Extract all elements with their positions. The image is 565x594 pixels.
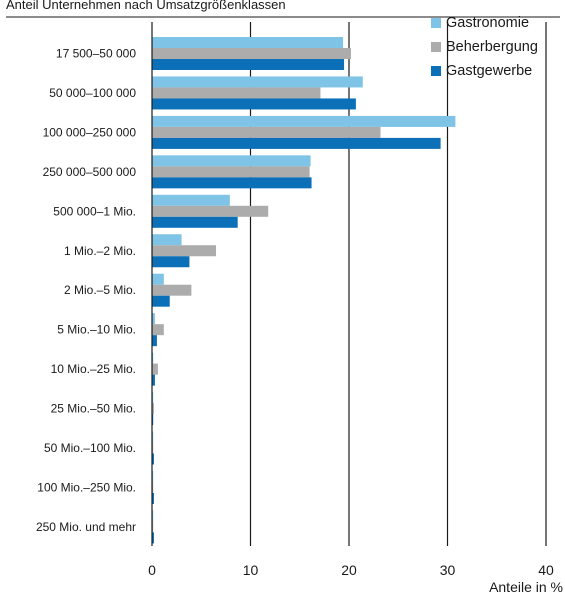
bar-beherbergung-3	[152, 166, 310, 178]
bars	[152, 37, 456, 544]
bar-gastgewerbe-5	[152, 256, 190, 268]
x-tick-label: 40	[538, 562, 554, 578]
x-tick-label: 20	[341, 562, 357, 578]
category-label: 17 500–50 000	[56, 47, 136, 61]
bar-beherbergung-2	[152, 126, 381, 138]
bar-gastgewerbe-6	[152, 295, 170, 307]
bar-gastronomie-9	[152, 392, 154, 404]
legend: Gastronomie Beherbergung Gastgewerbe	[431, 15, 538, 79]
bar-gastronomie-7	[152, 313, 155, 325]
category-label: 100 Mio.–250 Mio.	[37, 480, 136, 494]
bar-beherbergung-4	[152, 205, 269, 217]
x-tick-labels: 0 10 20 30 40	[148, 562, 554, 578]
category-label: 10 Mio.–25 Mio.	[51, 362, 136, 376]
bar-beherbergung-8	[152, 363, 158, 375]
bar-gastgewerbe-9	[152, 414, 154, 426]
bar-beherbergung-10	[152, 442, 154, 454]
bar-beherbergung-6	[152, 284, 192, 296]
bar-gastronomie-11	[152, 470, 154, 482]
bar-gastronomie-8	[152, 352, 154, 364]
category-label: 1 Mio.–2 Mio.	[64, 244, 136, 258]
bar-gastronomie-5	[152, 234, 182, 246]
category-label: 25 Mio.–50 Mio.	[51, 402, 136, 416]
bar-gastronomie-6	[152, 273, 164, 285]
x-axis-title: Anteile in %	[489, 579, 563, 594]
category-label: 500 000–1 Mio.	[53, 204, 136, 218]
x-tick-label: 10	[243, 562, 259, 578]
chart-title: Anteil Unternehmen nach Umsatzgrößenklas…	[6, 0, 286, 12]
legend-swatch-beherbergung	[431, 42, 441, 52]
bar-gastgewerbe-7	[152, 335, 157, 347]
bar-gastgewerbe-10	[152, 453, 154, 465]
bar-beherbergung-12	[152, 521, 154, 533]
category-label: 5 Mio.–10 Mio.	[57, 323, 136, 337]
bar-gastronomie-10	[152, 431, 154, 443]
bar-beherbergung-7	[152, 324, 164, 336]
bar-gastronomie-12	[152, 510, 154, 522]
bar-gastgewerbe-1	[152, 98, 356, 110]
bar-beherbergung-11	[152, 481, 154, 493]
legend-swatch-gastgewerbe	[431, 66, 441, 76]
bar-beherbergung-9	[152, 403, 154, 415]
category-label: 100 000–250 000	[43, 125, 137, 139]
bar-gastronomie-4	[152, 194, 230, 206]
bar-gastgewerbe-3	[152, 177, 312, 189]
category-label: 250 Mio. und mehr	[36, 520, 136, 534]
bar-gastronomie-3	[152, 155, 311, 167]
bar-gastronomie-2	[152, 115, 456, 127]
category-label: 50 Mio.–100 Mio.	[44, 441, 136, 455]
legend-label-gastronomie: Gastronomie	[446, 15, 529, 31]
legend-label-beherbergung: Beherbergung	[446, 39, 538, 55]
bar-gastronomie-0	[152, 37, 344, 48]
bar-gastgewerbe-2	[152, 137, 441, 149]
category-label: 250 000–500 000	[43, 165, 137, 179]
bar-gastgewerbe-0	[152, 59, 345, 70]
category-label: 2 Mio.–5 Mio.	[64, 283, 136, 297]
bar-gastgewerbe-11	[152, 492, 154, 504]
bar-beherbergung-0	[152, 48, 351, 59]
legend-swatch-gastronomie	[431, 18, 441, 28]
bar-gastgewerbe-4	[152, 216, 238, 228]
x-tick-label: 0	[148, 562, 156, 578]
bar-gastronomie-1	[152, 76, 363, 88]
category-label: 50 000–100 000	[49, 86, 136, 100]
bar-beherbergung-5	[152, 245, 217, 257]
bar-gastgewerbe-12	[152, 532, 154, 544]
category-labels: 17 500–50 000 50 000–100 000 100 000–250 0…	[36, 47, 136, 534]
bar-beherbergung-1	[152, 87, 321, 99]
x-tick-label: 30	[440, 562, 456, 578]
legend-label-gastgewerbe: Gastgewerbe	[446, 63, 532, 79]
bar-gastgewerbe-8	[152, 374, 155, 386]
